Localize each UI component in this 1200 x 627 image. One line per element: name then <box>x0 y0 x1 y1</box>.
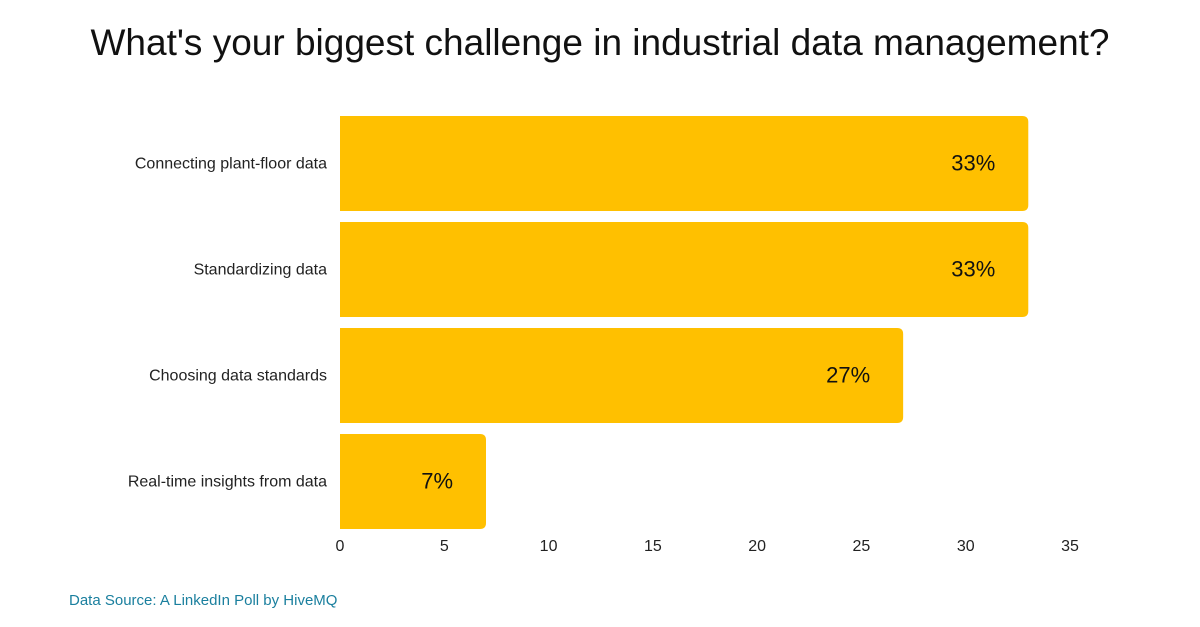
value-label-4: 7% <box>421 468 453 493</box>
value-label-1: 33% <box>951 150 995 175</box>
category-label-3: Choosing data standards <box>149 368 327 385</box>
value-labels-group: 33% 33% 27% 7% <box>421 150 995 493</box>
bar-1 <box>340 116 1029 211</box>
category-label-2: Standardizing data <box>194 262 328 279</box>
x-tick-label-35: 35 <box>1061 538 1079 555</box>
value-label-2: 33% <box>951 256 995 281</box>
x-tick-label-20: 20 <box>748 538 766 555</box>
category-labels-group: Connecting plant-floor data Standardizing… <box>128 156 327 491</box>
x-tick-label-10: 10 <box>540 538 558 555</box>
bar-4 <box>340 434 486 529</box>
bar-3 <box>340 328 904 423</box>
data-source-note: Data Source: A LinkedIn Poll by HiveMQ <box>69 592 338 609</box>
value-label-3: 27% <box>826 362 870 387</box>
x-axis-ticks-group: 0 5 10 15 20 25 30 35 <box>336 538 1079 555</box>
bars-group <box>340 116 1029 529</box>
category-label-1: Connecting plant-floor data <box>135 156 327 173</box>
x-tick-label-25: 25 <box>853 538 871 555</box>
category-label-4: Real-time insights from data <box>128 474 327 491</box>
x-tick-label-0: 0 <box>336 538 345 555</box>
bar-chart: Connecting plant-floor data Standardizing… <box>128 116 1079 555</box>
bar-2 <box>340 222 1029 317</box>
x-tick-label-30: 30 <box>957 538 975 555</box>
x-tick-label-15: 15 <box>644 538 662 555</box>
chart-title: What's your biggest challenge in industr… <box>90 22 1110 63</box>
x-tick-label-5: 5 <box>440 538 449 555</box>
